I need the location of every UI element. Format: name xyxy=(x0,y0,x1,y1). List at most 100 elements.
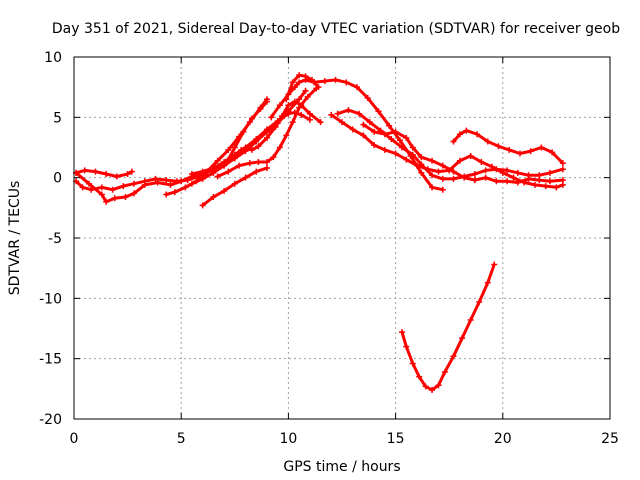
data-point xyxy=(339,119,345,126)
data-point xyxy=(559,166,566,173)
data-point xyxy=(399,329,406,336)
data-point xyxy=(163,191,170,198)
data-point xyxy=(403,343,410,350)
data-point xyxy=(514,179,521,186)
data-point xyxy=(210,165,217,172)
data-point xyxy=(366,119,373,126)
data-point xyxy=(516,150,523,157)
data-point xyxy=(81,167,88,174)
data-point xyxy=(559,177,566,184)
data-point xyxy=(272,123,279,130)
data-point xyxy=(441,368,448,375)
data-point xyxy=(141,181,148,188)
data-point xyxy=(124,171,131,178)
data-point xyxy=(152,175,159,182)
series-arc-9 xyxy=(225,98,270,163)
data-point xyxy=(482,167,489,174)
data-point xyxy=(221,187,228,194)
data-point xyxy=(504,178,511,185)
data-point xyxy=(360,121,367,128)
data-point xyxy=(484,138,491,145)
data-point xyxy=(467,152,474,159)
data-point xyxy=(182,184,189,191)
x-tick-label: 25 xyxy=(601,431,619,447)
data-point xyxy=(304,93,311,100)
data-point xyxy=(98,191,105,198)
data-point xyxy=(263,126,270,133)
data-point xyxy=(103,198,110,205)
data-point xyxy=(328,111,335,118)
x-tick-label: 0 xyxy=(70,431,79,447)
data-point xyxy=(456,157,463,164)
data-point xyxy=(167,181,174,188)
data-point xyxy=(178,178,185,185)
data-point xyxy=(456,131,463,138)
data-point xyxy=(478,158,485,165)
data-point xyxy=(163,177,170,184)
data-point xyxy=(450,175,457,182)
data-point xyxy=(459,335,466,342)
y-tick-label: -20 xyxy=(39,412,62,428)
data-point xyxy=(246,160,253,167)
data-point xyxy=(416,373,423,380)
data-point xyxy=(388,136,395,143)
data-point xyxy=(225,146,232,153)
data-point xyxy=(128,168,135,175)
data-point xyxy=(471,177,478,184)
data-point xyxy=(289,79,296,86)
data-point xyxy=(276,144,283,151)
data-point xyxy=(255,158,262,165)
data-point xyxy=(360,132,367,139)
y-tick-label: 5 xyxy=(53,110,62,126)
data-point xyxy=(231,144,238,151)
data-point xyxy=(248,115,255,122)
data-point xyxy=(131,180,138,187)
data-point xyxy=(476,298,483,305)
data-point xyxy=(263,165,270,172)
data-point xyxy=(296,104,303,111)
data-point xyxy=(392,128,399,135)
data-point xyxy=(214,157,221,164)
y-tick-label: 0 xyxy=(53,171,62,187)
data-point xyxy=(238,146,245,153)
data-point xyxy=(92,168,99,175)
data-point xyxy=(188,171,195,178)
data-point xyxy=(236,162,243,169)
data-point xyxy=(399,144,406,151)
y-tick-label: -15 xyxy=(39,352,62,368)
series-arc-1 xyxy=(73,167,135,180)
data-point xyxy=(278,113,285,120)
data-point xyxy=(131,190,138,197)
data-point xyxy=(409,151,416,158)
data-point xyxy=(188,180,195,187)
data-point xyxy=(199,175,206,182)
data-point xyxy=(527,148,534,155)
data-point xyxy=(553,184,560,191)
data-point xyxy=(439,162,446,169)
data-point xyxy=(435,168,442,175)
data-point xyxy=(296,72,303,79)
data-point xyxy=(450,168,457,175)
data-point xyxy=(429,184,436,191)
data-point xyxy=(414,162,421,169)
data-point xyxy=(225,168,232,175)
data-point xyxy=(171,189,178,196)
data-point xyxy=(439,175,446,182)
data-point xyxy=(283,96,290,103)
data-point xyxy=(253,136,260,143)
data-point xyxy=(484,279,491,286)
data-point xyxy=(429,172,436,179)
data-point xyxy=(386,122,393,129)
data-point xyxy=(474,131,481,138)
data-point xyxy=(471,171,478,178)
data-point xyxy=(242,145,249,152)
series-arc-10 xyxy=(268,76,446,193)
data-point xyxy=(231,151,238,158)
data-point xyxy=(549,149,556,156)
data-point xyxy=(268,114,275,121)
data-point xyxy=(291,98,298,105)
series-arc-15 xyxy=(450,127,566,167)
data-point xyxy=(531,181,538,188)
